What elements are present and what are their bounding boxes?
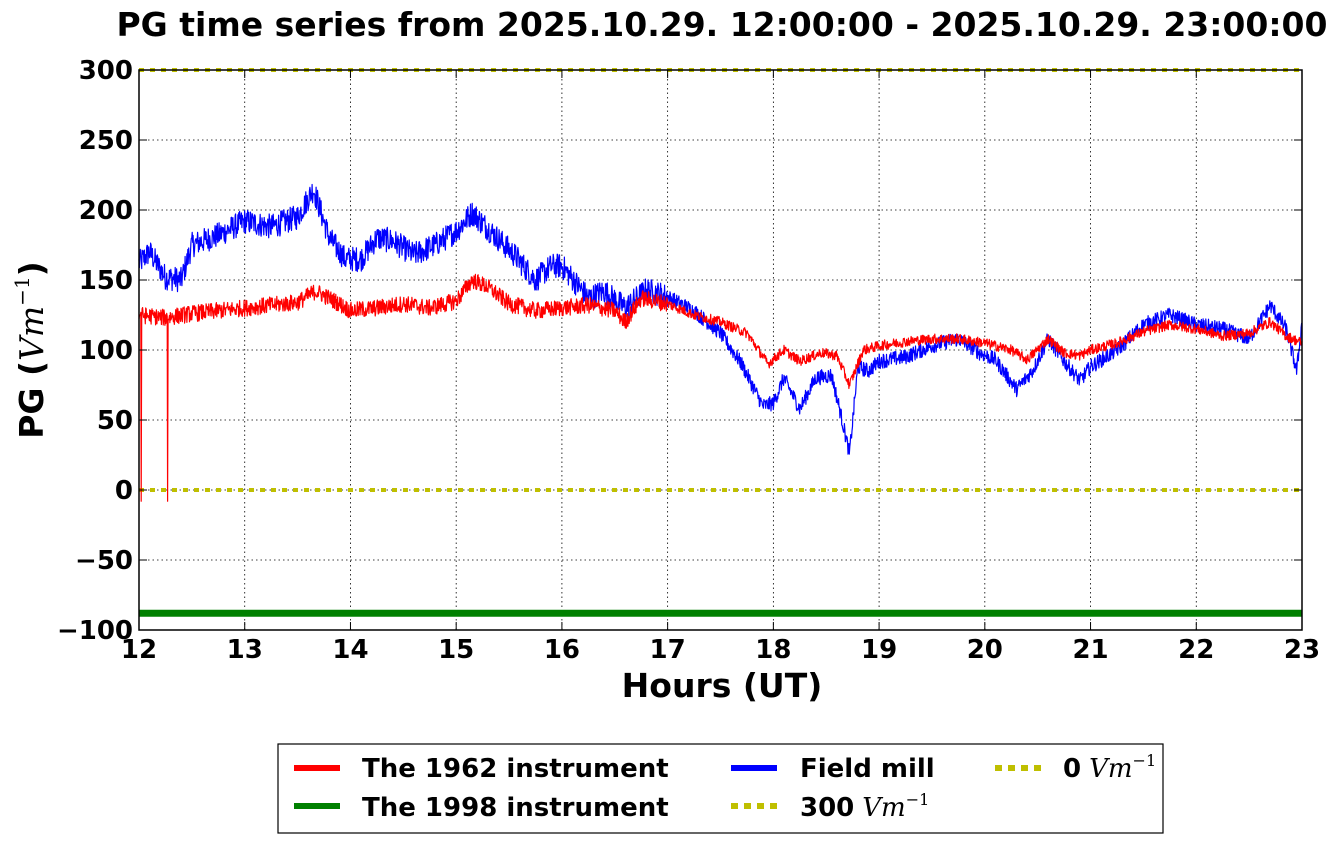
legend: The 1962 instrument The 1998 instrument … [277, 743, 1164, 834]
legend-frame [277, 743, 1164, 834]
y-tick-label: 150 [79, 266, 133, 296]
x-tick-label: 15 [438, 635, 474, 665]
legend-label-0: 0 Vm−1 [1063, 751, 1156, 784]
y-tick-label: −100 [57, 616, 133, 646]
y-tick-label: −50 [75, 546, 133, 576]
grid-lines [139, 70, 1302, 630]
x-tick-label: 18 [755, 635, 791, 665]
y-axis-label-text: PG ( [12, 361, 51, 439]
legend-label-300-unit: Vm [862, 793, 905, 823]
x-tick-label: 13 [227, 635, 263, 665]
y-tick-label: 0 [115, 476, 133, 506]
y-axis-label-exponent: −1 [10, 276, 34, 305]
y-axis-label: PG (Vm−1) [10, 261, 51, 439]
x-tick-label: 22 [1178, 635, 1214, 665]
legend-label-1998: The 1998 instrument [362, 793, 669, 823]
series-line-field-mill [138, 183, 1303, 455]
x-tick-label: 19 [861, 635, 897, 665]
y-tick-label: 100 [79, 336, 133, 366]
y-tick-label: 50 [97, 406, 133, 436]
legend-label-0-value: 0 [1063, 754, 1081, 784]
x-tick-label: 20 [967, 635, 1003, 665]
x-axis-ticks: 12 13 14 15 16 17 18 19 20 21 22 23 [121, 70, 1320, 665]
y-axis-label-unit: Vm [12, 306, 51, 361]
legend-label-0-exp: −1 [1133, 751, 1157, 770]
y-tick-label: 200 [79, 196, 133, 226]
y-tick-label: 250 [79, 126, 133, 156]
x-axis-label: Hours (UT) [622, 666, 823, 705]
y-tick-label: 300 [79, 56, 133, 86]
chart-title: PG time series from 2025.10.29. 12:00:00… [117, 5, 1328, 44]
legend-label-300-value: 300 [800, 793, 854, 823]
legend-label-300-exp: −1 [906, 790, 930, 809]
legend-label-1962: The 1962 instrument [362, 754, 669, 784]
x-tick-label: 17 [650, 635, 686, 665]
legend-label-300: 300 Vm−1 [800, 790, 929, 823]
x-tick-label: 16 [544, 635, 580, 665]
y-axis-label-close: ) [12, 261, 51, 276]
x-tick-label: 21 [1072, 635, 1108, 665]
x-tick-label: 12 [121, 635, 157, 665]
x-tick-label: 14 [332, 635, 368, 665]
legend-label-0-unit: Vm [1089, 754, 1132, 784]
series-line-the-1962-instrument [138, 273, 1303, 502]
x-tick-label: 23 [1284, 635, 1320, 665]
legend-label-field-mill: Field mill [800, 754, 935, 784]
series-layer [138, 68, 1303, 617]
y-axis-ticks: −100 −50 0 50 100 150 200 250 300 [57, 56, 1302, 646]
